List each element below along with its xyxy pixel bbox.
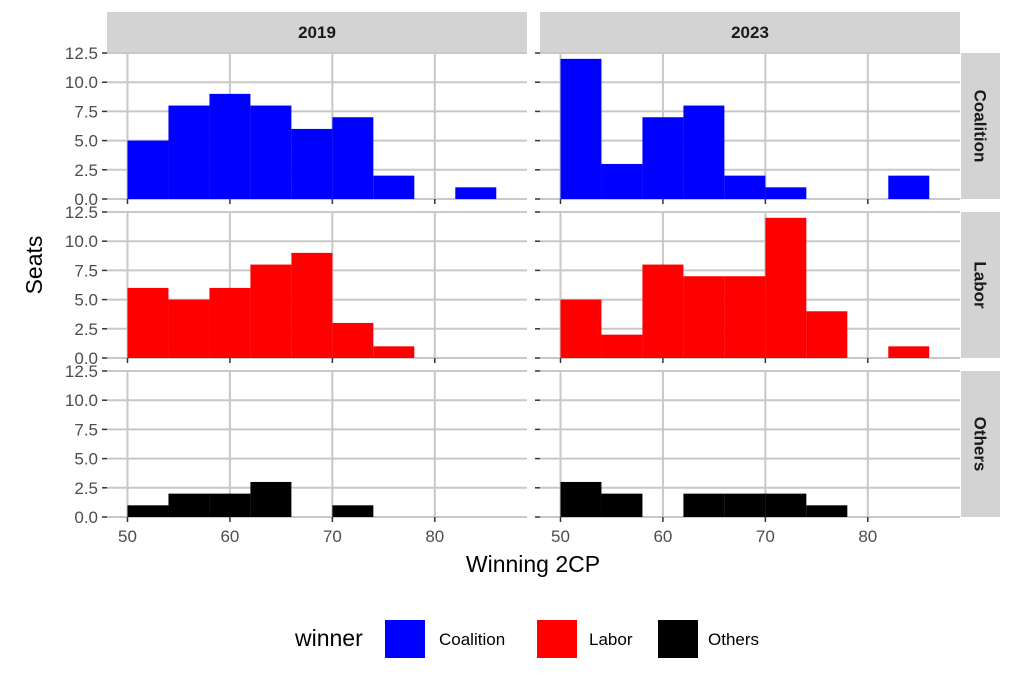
histogram-bar-coalition-2023-70 <box>765 187 807 199</box>
x-tick-label: 70 <box>323 527 342 546</box>
legend-label-labor: Labor <box>589 630 633 649</box>
facet-strip-label: Coalition <box>971 90 990 163</box>
y-tick-label: 10.0 <box>65 232 98 251</box>
histogram-bar-others-2023-62 <box>683 493 725 517</box>
histogram-bar-coalition-2023-62 <box>683 105 725 199</box>
x-tick-label: 80 <box>425 527 444 546</box>
x-tick-label: 60 <box>653 527 672 546</box>
y-tick-label: 7.5 <box>74 420 98 439</box>
histogram-bar-coalition-2019-66 <box>291 128 333 199</box>
y-tick-label: 10.0 <box>65 391 98 410</box>
histogram-bar-others-2019-70 <box>332 505 374 517</box>
histogram-bar-others-2023-66 <box>724 493 766 517</box>
facet-strip-label: Labor <box>971 261 990 309</box>
y-tick-label: 2.5 <box>74 161 98 180</box>
legend: Coalition Labor Others <box>385 620 759 658</box>
y-tick-label: 0.0 <box>74 190 98 209</box>
histogram-bar-labor-2023-70 <box>765 217 807 358</box>
histogram-bar-labor-2023-54 <box>601 334 643 358</box>
histogram-bar-labor-2023-66 <box>724 276 766 358</box>
facet-strip-label: Others <box>971 417 990 472</box>
histogram-bar-coalition-2019-70 <box>332 117 374 199</box>
facet-strip-labor <box>961 212 1000 358</box>
histogram-bar-labor-2019-66 <box>291 252 333 358</box>
histogram-bar-coalition-2019-54 <box>168 105 210 199</box>
histogram-bar-labor-2019-70 <box>332 322 374 358</box>
legend-swatch-labor <box>537 620 577 658</box>
x-tick-label: 50 <box>118 527 137 546</box>
legend-swatch-coalition <box>385 620 425 658</box>
histogram-bar-coalition-2023-54 <box>601 163 643 199</box>
y-tick-label: 5.0 <box>74 450 98 469</box>
histogram-bar-labor-2019-50 <box>127 287 169 358</box>
histogram-bar-others-2019-62 <box>250 481 292 517</box>
panel-background <box>107 371 527 517</box>
y-tick-label: 12.5 <box>65 362 98 381</box>
histogram-bar-coalition-2023-58 <box>642 117 684 199</box>
y-tick-label: 2.5 <box>74 320 98 339</box>
histogram-bar-others-2023-50 <box>560 481 602 517</box>
histogram-bar-others-2019-54 <box>168 493 210 517</box>
histogram-bar-coalition-2023-50 <box>560 58 602 200</box>
facet-strip-2023 <box>540 12 960 52</box>
y-tick-label: 7.5 <box>74 261 98 280</box>
y-axis-title: Seats <box>21 236 47 295</box>
histogram-bar-labor-2023-50 <box>560 299 602 358</box>
histogram-bar-others-2019-58 <box>209 493 251 517</box>
histogram-bar-others-2023-74 <box>806 505 848 517</box>
facet-strip-label: 2019 <box>298 23 336 42</box>
histogram-bar-coalition-2019-82 <box>455 187 497 199</box>
histogram-bar-labor-2019-62 <box>250 264 292 358</box>
histogram-bar-labor-2019-74 <box>373 346 415 358</box>
legend-label-others: Others <box>708 630 759 649</box>
histogram-bar-labor-2019-54 <box>168 299 210 358</box>
histogram-bar-coalition-2023-82 <box>888 175 930 199</box>
y-tick-label: 12.5 <box>65 203 98 222</box>
y-tick-label: 5.0 <box>74 132 98 151</box>
facet-strip-2019 <box>107 12 527 52</box>
histogram-bar-coalition-2019-62 <box>250 105 292 199</box>
legend-label-coalition: Coalition <box>439 630 505 649</box>
y-tick-label: 5.0 <box>74 291 98 310</box>
x-tick-label: 60 <box>220 527 239 546</box>
x-tick-label: 50 <box>551 527 570 546</box>
x-tick-label: 80 <box>858 527 877 546</box>
y-tick-label: 10.0 <box>65 73 98 92</box>
histogram-bar-labor-2023-74 <box>806 311 848 358</box>
y-tick-label: 7.5 <box>74 102 98 121</box>
histogram-bar-coalition-2023-66 <box>724 175 766 199</box>
histogram-bar-others-2019-50 <box>127 505 169 517</box>
legend-swatch-others <box>658 620 698 658</box>
facet-strip-label: 2023 <box>731 23 769 42</box>
legend-title: winner <box>294 625 363 651</box>
histogram-bar-others-2023-70 <box>765 493 807 517</box>
x-tick-label: 70 <box>756 527 775 546</box>
histogram-bar-coalition-2019-58 <box>209 93 251 199</box>
y-tick-label: 0.0 <box>74 349 98 368</box>
facet-strip-coalition <box>961 53 1000 199</box>
y-tick-label: 2.5 <box>74 479 98 498</box>
histogram-bar-labor-2019-58 <box>209 287 251 358</box>
facet-strip-others <box>961 371 1000 517</box>
y-tick-label: 0.0 <box>74 508 98 527</box>
histogram-bar-others-2023-54 <box>601 493 643 517</box>
histogram-bar-labor-2023-82 <box>888 346 930 358</box>
histogram-bar-coalition-2019-74 <box>373 175 415 199</box>
histogram-bar-labor-2023-62 <box>683 276 725 358</box>
panel-background <box>540 371 960 517</box>
histogram-bar-coalition-2019-50 <box>127 140 169 199</box>
histogram-bar-labor-2023-58 <box>642 264 684 358</box>
y-tick-label: 12.5 <box>65 44 98 63</box>
plot-layer: 2019 2023 Coalition Labor Others 0.0 2.5 5.0 7.5… <box>65 12 1000 546</box>
x-axis-title: Winning 2CP <box>466 551 600 577</box>
